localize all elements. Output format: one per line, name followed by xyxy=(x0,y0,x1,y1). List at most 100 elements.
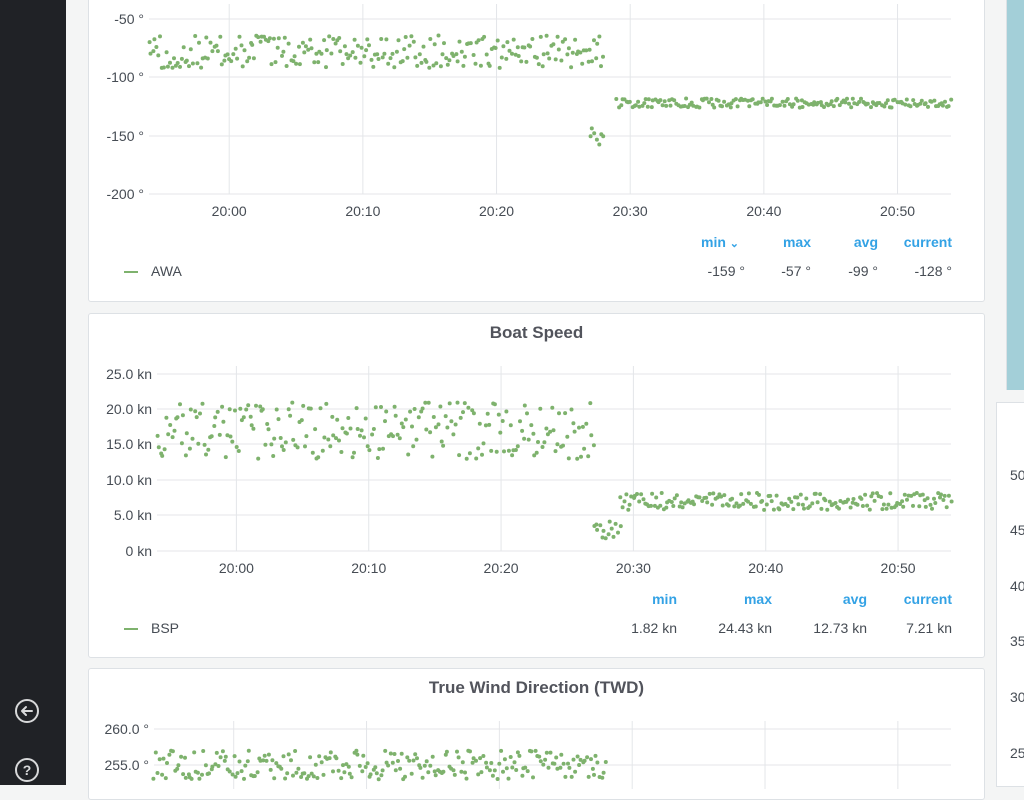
data-point xyxy=(802,506,806,511)
data-point xyxy=(377,447,382,452)
data-point xyxy=(578,50,583,55)
data-point xyxy=(161,65,166,70)
help-icon[interactable]: ? xyxy=(14,757,40,783)
data-point xyxy=(480,452,484,457)
boat-speed-chart[interactable]: 25.0 kn 20.0 kn 15.0 kn 10.0 kn 5.0 kn 0 kn 20… xyxy=(89,314,984,584)
data-point xyxy=(374,771,379,776)
data-point xyxy=(501,769,505,774)
data-point xyxy=(624,492,629,497)
data-point xyxy=(451,54,456,58)
data-point xyxy=(154,45,159,49)
data-point xyxy=(233,408,237,413)
data-point xyxy=(402,47,407,52)
data-point xyxy=(168,423,173,427)
legend-header-min[interactable]: min xyxy=(652,591,677,607)
data-point xyxy=(213,762,218,767)
data-point xyxy=(946,493,951,498)
data-point xyxy=(697,105,702,110)
data-point xyxy=(889,105,894,110)
data-point xyxy=(165,64,170,69)
data-point xyxy=(235,771,240,776)
data-point xyxy=(412,407,417,411)
legend-header-min[interactable]: min ⌄ xyxy=(701,234,739,250)
sign-out-icon[interactable] xyxy=(14,698,40,724)
data-point xyxy=(827,499,832,504)
data-point xyxy=(510,765,515,770)
data-point xyxy=(198,411,202,416)
legend-series-awa[interactable]: AWA xyxy=(151,263,182,279)
x-tick-label: 20:30 xyxy=(613,203,648,219)
data-point xyxy=(434,61,439,66)
data-point xyxy=(902,492,907,497)
data-point xyxy=(441,769,446,774)
data-point xyxy=(594,56,599,61)
data-point xyxy=(543,757,548,762)
data-point xyxy=(364,48,369,53)
data-point xyxy=(331,769,335,774)
legend-header-current[interactable]: current xyxy=(903,234,952,250)
data-point xyxy=(563,774,568,779)
data-point xyxy=(546,765,551,770)
data-point xyxy=(164,50,169,55)
data-point xyxy=(515,444,520,449)
legend-header-current[interactable]: current xyxy=(903,591,952,607)
data-point xyxy=(548,429,553,434)
data-point xyxy=(849,105,854,110)
data-point xyxy=(455,749,459,754)
data-point xyxy=(481,754,486,758)
data-point xyxy=(529,749,534,754)
data-point xyxy=(850,96,855,101)
data-point xyxy=(301,403,306,408)
data-point xyxy=(424,59,429,64)
data-point xyxy=(552,761,557,766)
data-point xyxy=(526,437,531,442)
data-point xyxy=(627,99,632,104)
data-point xyxy=(379,37,384,41)
data-point xyxy=(347,771,352,776)
legend-series-bsp[interactable]: BSP xyxy=(151,620,180,636)
data-point xyxy=(474,456,479,461)
data-point xyxy=(452,772,457,777)
twd-chart[interactable]: 260.0 ° 255.0 ° xyxy=(89,669,984,789)
data-point xyxy=(882,104,887,109)
data-point xyxy=(162,447,167,452)
data-point xyxy=(540,64,545,69)
data-point xyxy=(190,436,195,441)
data-point xyxy=(495,777,500,781)
data-point xyxy=(600,775,605,780)
data-point xyxy=(807,504,812,509)
data-point xyxy=(813,491,818,496)
data-point xyxy=(272,436,277,441)
data-point xyxy=(922,498,927,503)
data-point xyxy=(791,507,796,512)
data-point xyxy=(582,446,587,451)
data-point xyxy=(483,423,488,428)
data-point xyxy=(317,754,322,759)
data-point xyxy=(214,750,219,755)
x-tick-label: 20:20 xyxy=(479,203,514,219)
data-point xyxy=(275,45,280,50)
data-point xyxy=(396,759,400,763)
legend-header-avg[interactable]: avg xyxy=(842,591,867,607)
sidebar: ? xyxy=(0,0,66,785)
awa-chart[interactable]: -50 ° -100 ° -150 ° -200 ° 20:00 20:10 20:20 20… xyxy=(89,0,984,226)
data-point xyxy=(720,104,724,109)
data-point xyxy=(237,759,242,764)
y-tick-label: -50 ° xyxy=(114,11,144,27)
data-point xyxy=(392,65,397,70)
data-point xyxy=(403,35,408,39)
data-point xyxy=(517,753,522,758)
legend-header-avg[interactable]: avg xyxy=(853,234,878,250)
legend-header-max[interactable]: max xyxy=(782,234,811,250)
legend-header-max[interactable]: max xyxy=(743,591,772,607)
data-point xyxy=(614,97,619,101)
data-point xyxy=(147,40,152,45)
data-point xyxy=(476,772,481,777)
data-point xyxy=(484,760,489,765)
data-point xyxy=(720,503,725,508)
data-point xyxy=(569,774,574,779)
data-point xyxy=(545,51,550,56)
data-point xyxy=(462,401,467,406)
data-point xyxy=(358,433,362,438)
data-point xyxy=(760,96,765,101)
